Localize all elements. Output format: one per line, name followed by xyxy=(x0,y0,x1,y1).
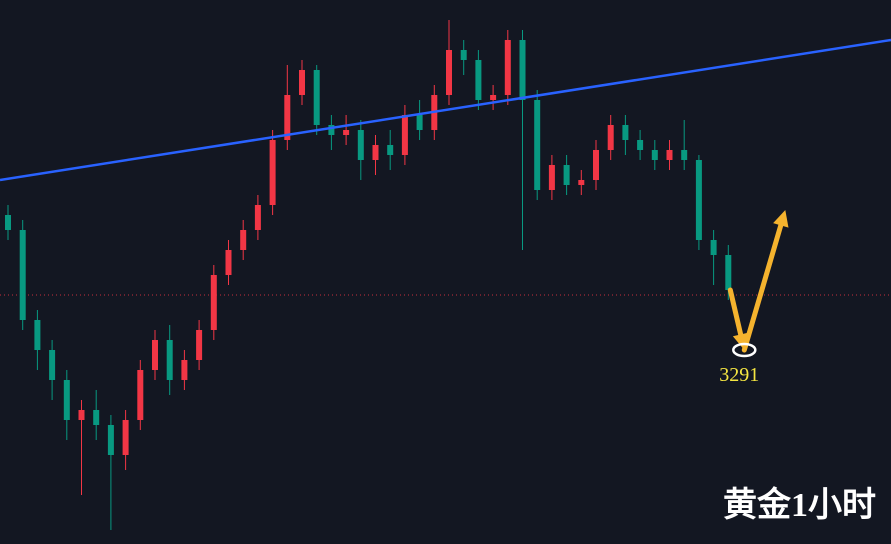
candle-body xyxy=(490,95,497,100)
candle-body xyxy=(166,340,173,380)
candle-body xyxy=(19,230,26,320)
candle-body xyxy=(181,360,188,380)
candle-body xyxy=(504,40,511,95)
candle-body xyxy=(563,165,570,185)
candle-body xyxy=(475,60,482,100)
candle-body xyxy=(695,160,702,240)
candle-body xyxy=(519,40,526,100)
candle-body xyxy=(63,380,70,420)
candle-body xyxy=(622,125,629,140)
candle-body xyxy=(681,150,688,160)
trendline xyxy=(0,38,891,182)
candle-body xyxy=(460,50,467,60)
arrow-shaft xyxy=(741,222,784,353)
candle-body xyxy=(196,330,203,360)
candle-body xyxy=(578,180,585,185)
arrow-head xyxy=(773,210,789,228)
candle-body xyxy=(372,145,379,160)
candle-body xyxy=(710,240,717,255)
candle-body xyxy=(93,410,100,425)
annotation-marker xyxy=(732,342,757,358)
candle-body xyxy=(5,215,11,230)
candle-body xyxy=(210,275,217,330)
candle-body xyxy=(534,100,541,190)
candle-body xyxy=(651,150,658,160)
candle-body xyxy=(357,130,364,160)
candle-body xyxy=(343,130,350,135)
candle-body xyxy=(269,140,276,205)
candle-body xyxy=(137,370,144,420)
chart-title: 黄金1小时 xyxy=(723,485,876,524)
candle-body xyxy=(49,350,56,380)
annotation-label: 3291 xyxy=(719,364,759,386)
candle-body xyxy=(122,420,129,455)
candle-body xyxy=(637,140,644,150)
candle-body xyxy=(607,125,614,150)
candle-body xyxy=(725,255,732,290)
candle-body xyxy=(78,410,85,420)
candle-body xyxy=(401,115,408,155)
candle-body xyxy=(254,205,261,230)
candle-body xyxy=(225,250,232,275)
candle-body xyxy=(416,115,423,130)
candle-body xyxy=(299,70,305,95)
candle-body xyxy=(34,320,41,350)
candle-body xyxy=(313,70,320,125)
candle-body xyxy=(387,145,394,155)
candle-body xyxy=(240,230,247,250)
plot-area: 3291 xyxy=(0,20,891,530)
arrow-shaft xyxy=(727,287,744,337)
candle-body xyxy=(666,150,673,160)
candle-body xyxy=(446,50,452,95)
candle-body xyxy=(328,125,335,135)
candle-body xyxy=(107,425,114,455)
candle-body xyxy=(548,165,555,190)
candle-body xyxy=(593,150,599,180)
candle-body xyxy=(152,340,158,370)
candle-body xyxy=(284,95,291,140)
